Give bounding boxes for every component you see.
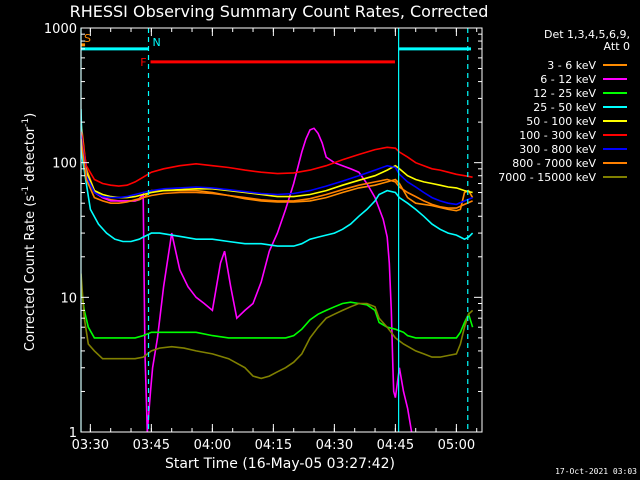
flag-label-N: N xyxy=(153,36,161,49)
y-axis: 1 10 100 1000 xyxy=(44,22,482,441)
legend-header-line2: Att 0 xyxy=(604,40,630,53)
legend-label-1: 6 - 12 keV xyxy=(540,73,596,86)
x-tick-label-2: 04:00 xyxy=(194,438,231,453)
x-axis-label: Start Time (16-May-05 03:27:42) xyxy=(165,456,395,472)
series-line-4 xyxy=(81,138,473,199)
legend-label-4: 50 - 100 keV xyxy=(526,115,596,128)
y-axis-label: Corrected Count Rate (s-1 detector-1) xyxy=(21,113,38,351)
y-tick-label-0: 1 xyxy=(69,426,77,441)
series-line-2 xyxy=(81,286,474,339)
legend-label-2: 12 - 25 keV xyxy=(533,87,596,100)
series-layer xyxy=(81,109,474,432)
y-axis-label-main: Corrected Count Rate (s xyxy=(23,195,38,352)
plot-frame xyxy=(80,27,483,433)
legend-label-3: 25 - 50 keV xyxy=(533,101,596,114)
series-line-6 xyxy=(81,135,473,206)
footer-date: 17-Oct-2021 03:03 xyxy=(555,467,637,476)
x-tick-label-4: 04:30 xyxy=(316,438,353,453)
series-line-7 xyxy=(81,138,473,209)
legend-label-0: 3 - 6 keV xyxy=(547,59,596,72)
x-axis: 03:30 03:45 04:00 04:15 04:30 04:45 05:00 xyxy=(72,28,478,453)
y-tick-label-1: 10 xyxy=(60,291,77,306)
x-tick-label-1: 03:45 xyxy=(133,438,170,453)
legend-label-6: 300 - 800 keV xyxy=(519,143,596,156)
y-axis-label-mid: detector xyxy=(23,126,38,186)
chart-title: RHESSI Observing Summary Count Rates, Co… xyxy=(70,2,489,21)
y-axis-label-end: ) xyxy=(23,113,38,118)
y-axis-label-sup2: -1 xyxy=(21,118,31,127)
x-tick-label-3: 04:15 xyxy=(255,438,292,453)
flag-label-F: F xyxy=(140,56,146,69)
x-tick-label-0: 03:30 xyxy=(72,438,109,453)
y-tick-label-2: 100 xyxy=(52,157,77,172)
series-line-5 xyxy=(81,131,473,187)
series-line-8 xyxy=(81,273,474,380)
legend-label-5: 100 - 300 keV xyxy=(519,129,596,142)
legend-header-line1: Det 1,3,4,5,6,9, xyxy=(544,28,630,41)
legend-label-8: 7000 - 15000 keV xyxy=(498,171,596,184)
legend-label-7: 800 - 7000 keV xyxy=(512,157,596,170)
flag-layer: S NF xyxy=(81,32,472,69)
x-tick-label-6: 05:00 xyxy=(438,438,475,453)
vline-layer xyxy=(80,28,469,432)
y-tick-label-3: 1000 xyxy=(44,22,77,37)
series-line-3 xyxy=(81,109,474,247)
x-tick-label-5: 04:45 xyxy=(377,438,414,453)
y-axis-label-sup1: -1 xyxy=(21,186,31,195)
flag-label-S: S xyxy=(84,32,91,45)
